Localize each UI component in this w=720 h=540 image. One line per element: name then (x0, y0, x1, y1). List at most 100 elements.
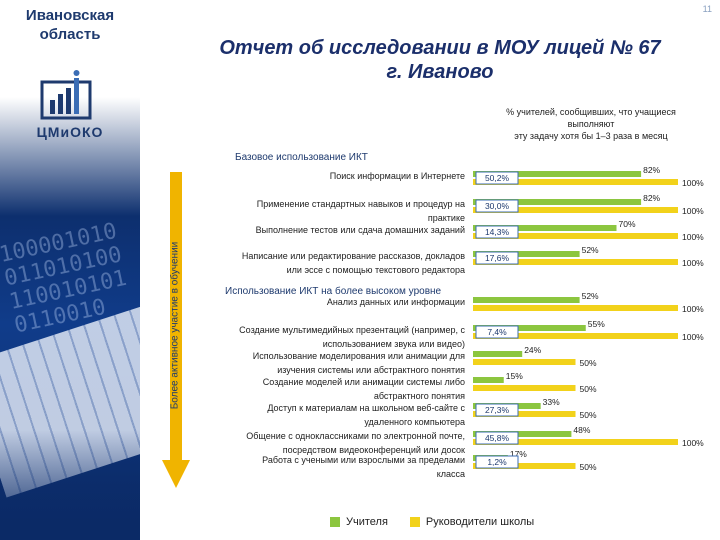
bar-teachers-0 (473, 171, 642, 177)
value-label-heads-7: 50% (580, 384, 597, 394)
value-label-teachers-3: 52% (582, 245, 599, 255)
region-line-2: область (39, 26, 101, 43)
value-label-heads-6: 50% (580, 358, 597, 368)
ict-usage-chart: Базовое использование ИКТ Использование И… (162, 152, 704, 488)
school-value-8: 27,3% (485, 405, 510, 415)
bar-teachers-7 (473, 377, 504, 383)
school-value-box-1 (475, 199, 519, 213)
value-label-teachers-6: 24% (524, 345, 541, 355)
bar-teachers-3 (473, 251, 580, 257)
category-label-5-1: использованием звука или видео) (323, 339, 465, 349)
value-label-heads-3: 100% (682, 258, 704, 268)
value-label-teachers-8: 33% (543, 397, 560, 407)
bar-heads-5 (473, 333, 678, 339)
category-label-0-0: Поиск информации в Интернете (330, 171, 465, 181)
legend-swatch-teachers (330, 517, 340, 527)
bar-teachers-6 (473, 351, 523, 357)
bar-heads-9 (473, 439, 678, 445)
category-label-6-0: Использование моделирования или анимации… (253, 351, 465, 361)
category-label-3-0: Написание или редактирование рассказов, … (242, 251, 465, 261)
category-label-8-0: Доступ к материалам на школьном веб-сайт… (267, 403, 465, 413)
category-label-2-0: Выполнение тестов или сдача домашних зад… (256, 225, 465, 235)
bar-heads-6 (473, 359, 576, 365)
legend-swatch-heads (409, 517, 420, 527)
value-label-teachers-4: 52% (582, 291, 599, 301)
report-title: Отчет об исследовании в МОУ лицей № 67 г… (210, 36, 670, 84)
category-label-9-0: Общение с одноклассниками по электронной… (246, 431, 465, 441)
cmioko-logo-icon (40, 70, 92, 120)
legend-label-teachers: Учителя (346, 516, 388, 528)
value-label-heads-1: 100% (682, 206, 704, 216)
school-value-box-0 (475, 171, 519, 185)
category-label-4-0: Анализ данных или информации (327, 297, 465, 307)
school-value-box-5 (475, 325, 519, 339)
value-label-heads-9: 100% (682, 438, 704, 448)
percent-note-line-2: выполняют (567, 119, 615, 129)
side-label: Более активное участие в обучении (165, 160, 185, 490)
category-label-5-0: Создание мультимедийных презентаций (нап… (239, 325, 465, 335)
percent-note-line-3: эту задачу хотя бы 1–3 раза в месяц (514, 131, 668, 141)
school-value-1: 30,0% (485, 201, 510, 211)
category-label-8-1: удаленного компьютера (364, 417, 465, 427)
value-label-teachers-5: 55% (588, 319, 605, 329)
legend-item-heads: Руководители школы (409, 516, 534, 528)
bar-heads-2 (473, 233, 678, 239)
category-label-7-1: абстрактного понятия (374, 391, 465, 401)
region-line-1: Ивановская (25, 7, 115, 24)
category-label-1-1: практике (428, 213, 465, 223)
bar-heads-3 (473, 259, 678, 265)
school-value-0: 50,2% (485, 173, 510, 183)
logo-text: ЦМиОКО (36, 124, 104, 140)
bar-heads-10 (473, 463, 576, 469)
percent-note: % учителей, сообщивших, что учащиеся вып… (462, 104, 720, 152)
slide-number: 11 (702, 4, 712, 14)
school-value-box-8 (475, 403, 519, 417)
school-value-box-2 (475, 225, 519, 239)
value-label-teachers-2: 70% (619, 219, 636, 229)
arrow-head-icon (162, 460, 190, 488)
section-title-1: Использование ИКТ на более высоком уровн… (225, 285, 442, 297)
value-label-heads-4: 100% (682, 304, 704, 314)
category-label-10-1: класса (437, 469, 465, 479)
arrow-shaft (170, 172, 182, 462)
bar-heads-0 (473, 179, 678, 185)
category-label-10-0: Работа с учеными или взрослыми за предел… (262, 455, 465, 465)
report-title-line-2: г. Иваново (386, 61, 494, 83)
chart-panel (140, 152, 720, 540)
category-label-3-1: или эссе с помощью текстового редактора (287, 265, 465, 275)
chart-legend: Учителя Руководители школы (330, 516, 534, 528)
category-label-7-0: Создание моделей или анимации системы ли… (263, 377, 465, 387)
bar-teachers-2 (473, 225, 617, 231)
bar-heads-8 (473, 411, 576, 417)
bar-teachers-4 (473, 297, 580, 303)
report-title-line-1: Отчет об исследовании в МОУ лицей № 67 (219, 37, 661, 59)
value-label-teachers-7: 15% (506, 371, 523, 381)
value-label-teachers-10: 17% (510, 449, 527, 459)
category-label-1-0: Применение стандартных навыков и процеду… (257, 199, 465, 209)
value-label-teachers-1: 82% (643, 193, 660, 203)
value-label-heads-2: 100% (682, 232, 704, 242)
school-value-5: 7,4% (487, 327, 507, 337)
bar-teachers-5 (473, 325, 586, 331)
category-label-6-1: изучения системы или абстрактного поняти… (277, 365, 465, 375)
bar-heads-4 (473, 305, 678, 311)
side-label-text: Более активное участие в обучении (169, 241, 181, 409)
school-value-10: 1,2% (487, 457, 507, 467)
bar-heads-7 (473, 385, 576, 391)
value-label-heads-8: 50% (580, 410, 597, 420)
band-fade (0, 430, 140, 540)
school-value-3: 17,6% (485, 253, 510, 263)
value-label-heads-5: 100% (682, 332, 704, 342)
region-title: Ивановская область (0, 6, 140, 44)
bar-teachers-1 (473, 199, 642, 205)
legend-item-teachers: Учителя (330, 516, 388, 528)
category-label-9-1: посредством видеоконференций или досок (283, 445, 465, 455)
value-label-heads-0: 100% (682, 178, 704, 188)
school-value-2: 14,3% (485, 227, 510, 237)
bar-heads-1 (473, 207, 678, 213)
bar-teachers-9 (473, 431, 572, 437)
percent-note-line-1: % учителей, сообщивших, что учащиеся (506, 107, 676, 117)
section-title-0: Базовое использование ИКТ (235, 152, 368, 163)
school-value-9: 45,8% (485, 433, 510, 443)
value-label-heads-10: 50% (580, 462, 597, 472)
